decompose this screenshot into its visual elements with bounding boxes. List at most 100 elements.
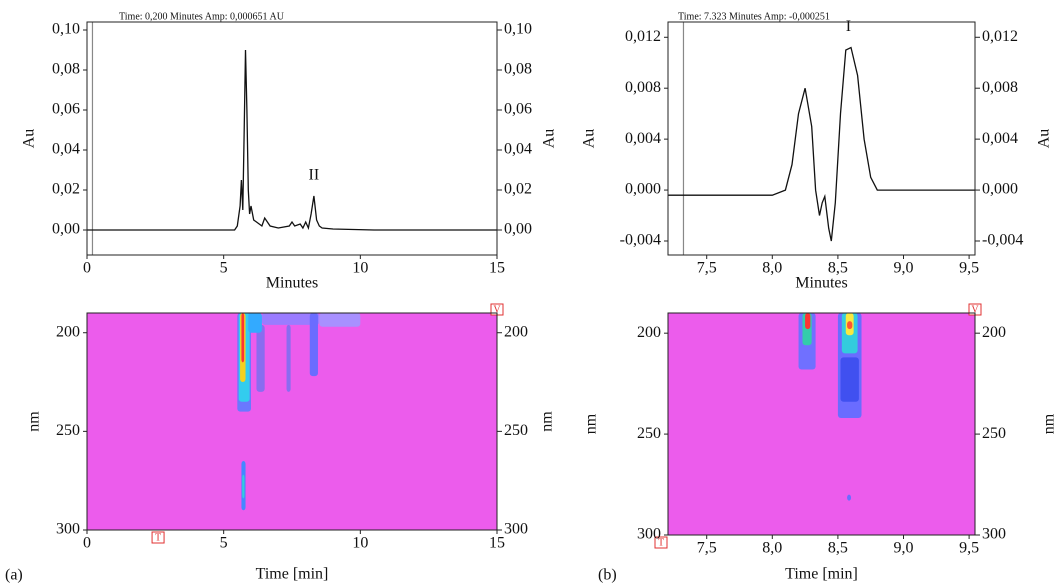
plot-area — [668, 22, 975, 255]
heatmap-region — [309, 313, 318, 377]
marker-box — [151, 531, 165, 544]
y-axis-label: nm — [26, 411, 43, 432]
y-tick-label-right: 300 — [504, 521, 528, 538]
plot-frame — [86, 21, 498, 256]
marker-label: V — [971, 304, 979, 315]
y-tick-label-right: 0,06 — [504, 101, 532, 118]
y-tick-label: 0,08 — [52, 61, 80, 78]
x-tick-label: 15 — [489, 260, 505, 277]
plot-area — [87, 22, 497, 255]
y-tick-label: 0,10 — [52, 21, 80, 38]
y-axis-label-right: Au — [1036, 129, 1053, 149]
y-tick-label: 200 — [56, 323, 80, 340]
y-tick-label-right: 200 — [982, 324, 1006, 341]
x-tick-label: 9,5 — [959, 540, 979, 557]
y-tick-label: 200 — [637, 324, 661, 341]
y-tick-label-right: 0,00 — [504, 221, 532, 238]
x-tick-label: 10 — [352, 260, 368, 277]
y-axis-label: Au — [581, 129, 598, 149]
heatmap-region — [847, 494, 852, 501]
panel-label: (b) — [598, 567, 617, 584]
plot-frame — [667, 312, 976, 536]
x-tick-label: 5 — [220, 260, 228, 277]
x-tick-label: 8,0 — [762, 540, 782, 557]
plot-area — [87, 313, 497, 530]
plot-area — [668, 313, 975, 535]
heatmap-region — [805, 313, 811, 330]
heatmap-region — [248, 313, 262, 333]
marker-label: T — [658, 537, 664, 548]
x-tick-label: 8,5 — [828, 540, 848, 557]
marker-label: T — [155, 532, 161, 543]
y-tick-label: 250 — [56, 422, 80, 439]
y-tick-label: 0,012 — [625, 28, 661, 45]
peak-label: I — [846, 18, 851, 35]
y-tick-label: 300 — [56, 521, 80, 538]
chromatogram-line — [668, 46, 975, 242]
y-axis-label-right: nm — [1041, 413, 1058, 434]
x-tick-label: 10 — [352, 535, 368, 552]
y-tick-label-right: -0,004 — [982, 232, 1023, 249]
x-tick-label: 5 — [220, 535, 228, 552]
x-tick-label: 7,5 — [697, 540, 717, 557]
y-tick-label-right: 250 — [982, 425, 1006, 442]
x-tick-label: 8,5 — [828, 260, 848, 277]
x-axis-label: Time [min] — [256, 566, 329, 583]
y-tick-label: 0,000 — [625, 181, 661, 198]
y-tick-label: -0,004 — [620, 232, 661, 249]
y-axis-label-right: nm — [539, 411, 556, 432]
marker-label: V — [493, 304, 501, 315]
x-axis-label: Time [min] — [785, 566, 858, 583]
heatmap-region — [847, 321, 853, 330]
y-tick-label-right: 300 — [982, 526, 1006, 543]
peak-label: II — [309, 167, 320, 184]
y-tick-label-right: 250 — [504, 422, 528, 439]
x-tick-label: 9,0 — [893, 260, 913, 277]
y-tick-label-right: 0,10 — [504, 21, 532, 38]
y-tick-label-right: 0,04 — [504, 141, 532, 158]
heatmap-region — [286, 324, 291, 392]
y-tick-label: 0,02 — [52, 181, 80, 198]
plot-frame — [86, 312, 498, 531]
marker-box — [654, 536, 668, 549]
x-tick-label: 8,0 — [762, 260, 782, 277]
y-tick-label-right: 0,000 — [982, 181, 1018, 198]
heatmap-region — [319, 313, 361, 327]
x-tick-label: 7,5 — [697, 260, 717, 277]
x-axis-label: Minutes — [795, 275, 847, 292]
panel-label: (a) — [5, 567, 23, 584]
chromatogram-line — [87, 49, 497, 231]
heatmap-background — [87, 313, 497, 530]
annotation-bg — [304, 167, 323, 185]
y-tick-label: 300 — [637, 526, 661, 543]
y-axis-label: Au — [21, 129, 38, 149]
chart-title: Time: 7.323 Minutes Amp: -0,000251 — [678, 11, 830, 22]
x-tick-label: 15 — [489, 535, 505, 552]
y-tick-label-right: 0,02 — [504, 181, 532, 198]
x-tick-label: 0 — [83, 260, 91, 277]
y-tick-label: 0,008 — [625, 79, 661, 96]
y-tick-label: 250 — [637, 425, 661, 442]
y-axis-label-right: Au — [541, 129, 558, 149]
y-tick-label-right: 200 — [504, 323, 528, 340]
y-tick-label-right: 0,004 — [982, 130, 1018, 147]
chart-title: Time: 0,200 Minutes Amp: 0,000651 AU — [119, 11, 285, 22]
x-tick-label: 9,0 — [893, 540, 913, 557]
y-tick-label-right: 0,008 — [982, 79, 1018, 96]
annotation-bg — [839, 18, 858, 37]
heatmap-region — [261, 313, 320, 325]
x-tick-label: 0 — [83, 535, 91, 552]
heatmap-region — [840, 357, 859, 402]
y-tick-label: 0,04 — [52, 141, 80, 158]
plot-frame — [667, 21, 976, 256]
y-tick-label-right: 0,012 — [982, 28, 1018, 45]
heatmap-region — [242, 474, 245, 499]
x-tick-label: 9,5 — [959, 260, 979, 277]
y-tick-label: 0,06 — [52, 101, 80, 118]
y-axis-label: nm — [583, 413, 600, 434]
heatmap-region — [241, 313, 245, 363]
heatmap-region — [256, 324, 265, 392]
y-tick-label: 0,004 — [625, 130, 661, 147]
y-tick-label-right: 0,08 — [504, 61, 532, 78]
